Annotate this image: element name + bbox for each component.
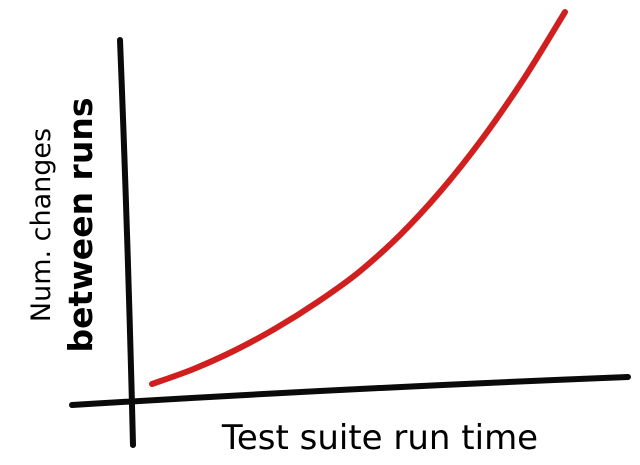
series-line-growth [149,9,568,387]
y-axis-label-line-1: Num. changes [26,128,57,322]
y-axis-label-line-2: between runs [61,98,100,353]
y-axis [117,37,136,448]
x-axis-label: Test suite run time [221,418,538,458]
x-axis [69,374,631,408]
y-axis-label: Num. changes between runs [26,98,100,353]
